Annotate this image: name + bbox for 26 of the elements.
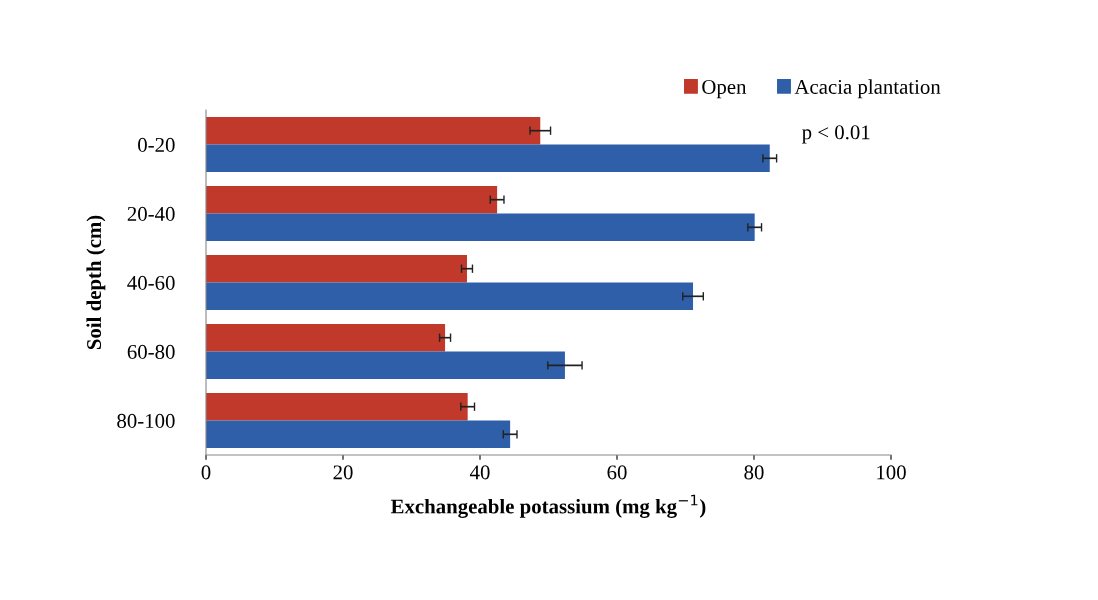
legend-label: Acacia plantation [794, 79, 941, 99]
annotation: p < 0.01 [802, 125, 870, 144]
bar [206, 254, 467, 283]
y-tick-label: 40-60 [127, 275, 175, 290]
x-axis-title: Exchangeable potassium (mg kg$^{−1}$) [390, 494, 706, 518]
x-tick-label: 100 [877, 465, 906, 480]
bar [206, 144, 770, 173]
y-tick-label: 20-40 [127, 206, 175, 221]
bar [206, 185, 498, 214]
legend-label: Open [702, 79, 747, 99]
y-tick-label: 0-20 [138, 137, 175, 152]
bar [206, 282, 694, 311]
bar [206, 392, 468, 421]
bar [206, 213, 755, 242]
x-tick-label: 40 [469, 465, 490, 480]
x-tick-label: 80 [744, 465, 764, 480]
y-tick-label: 60-80 [127, 344, 175, 359]
bar [206, 351, 565, 380]
y-tick-label: 80-100 [117, 413, 175, 428]
y-axis-title: Soil depth (cm) [86, 215, 106, 350]
bar [206, 420, 511, 449]
x-tick-label: 60 [607, 465, 627, 480]
bar [206, 116, 541, 145]
x-tick-label: 0 [201, 465, 211, 480]
x-tick-label: 20 [333, 465, 353, 480]
bar [206, 323, 446, 352]
